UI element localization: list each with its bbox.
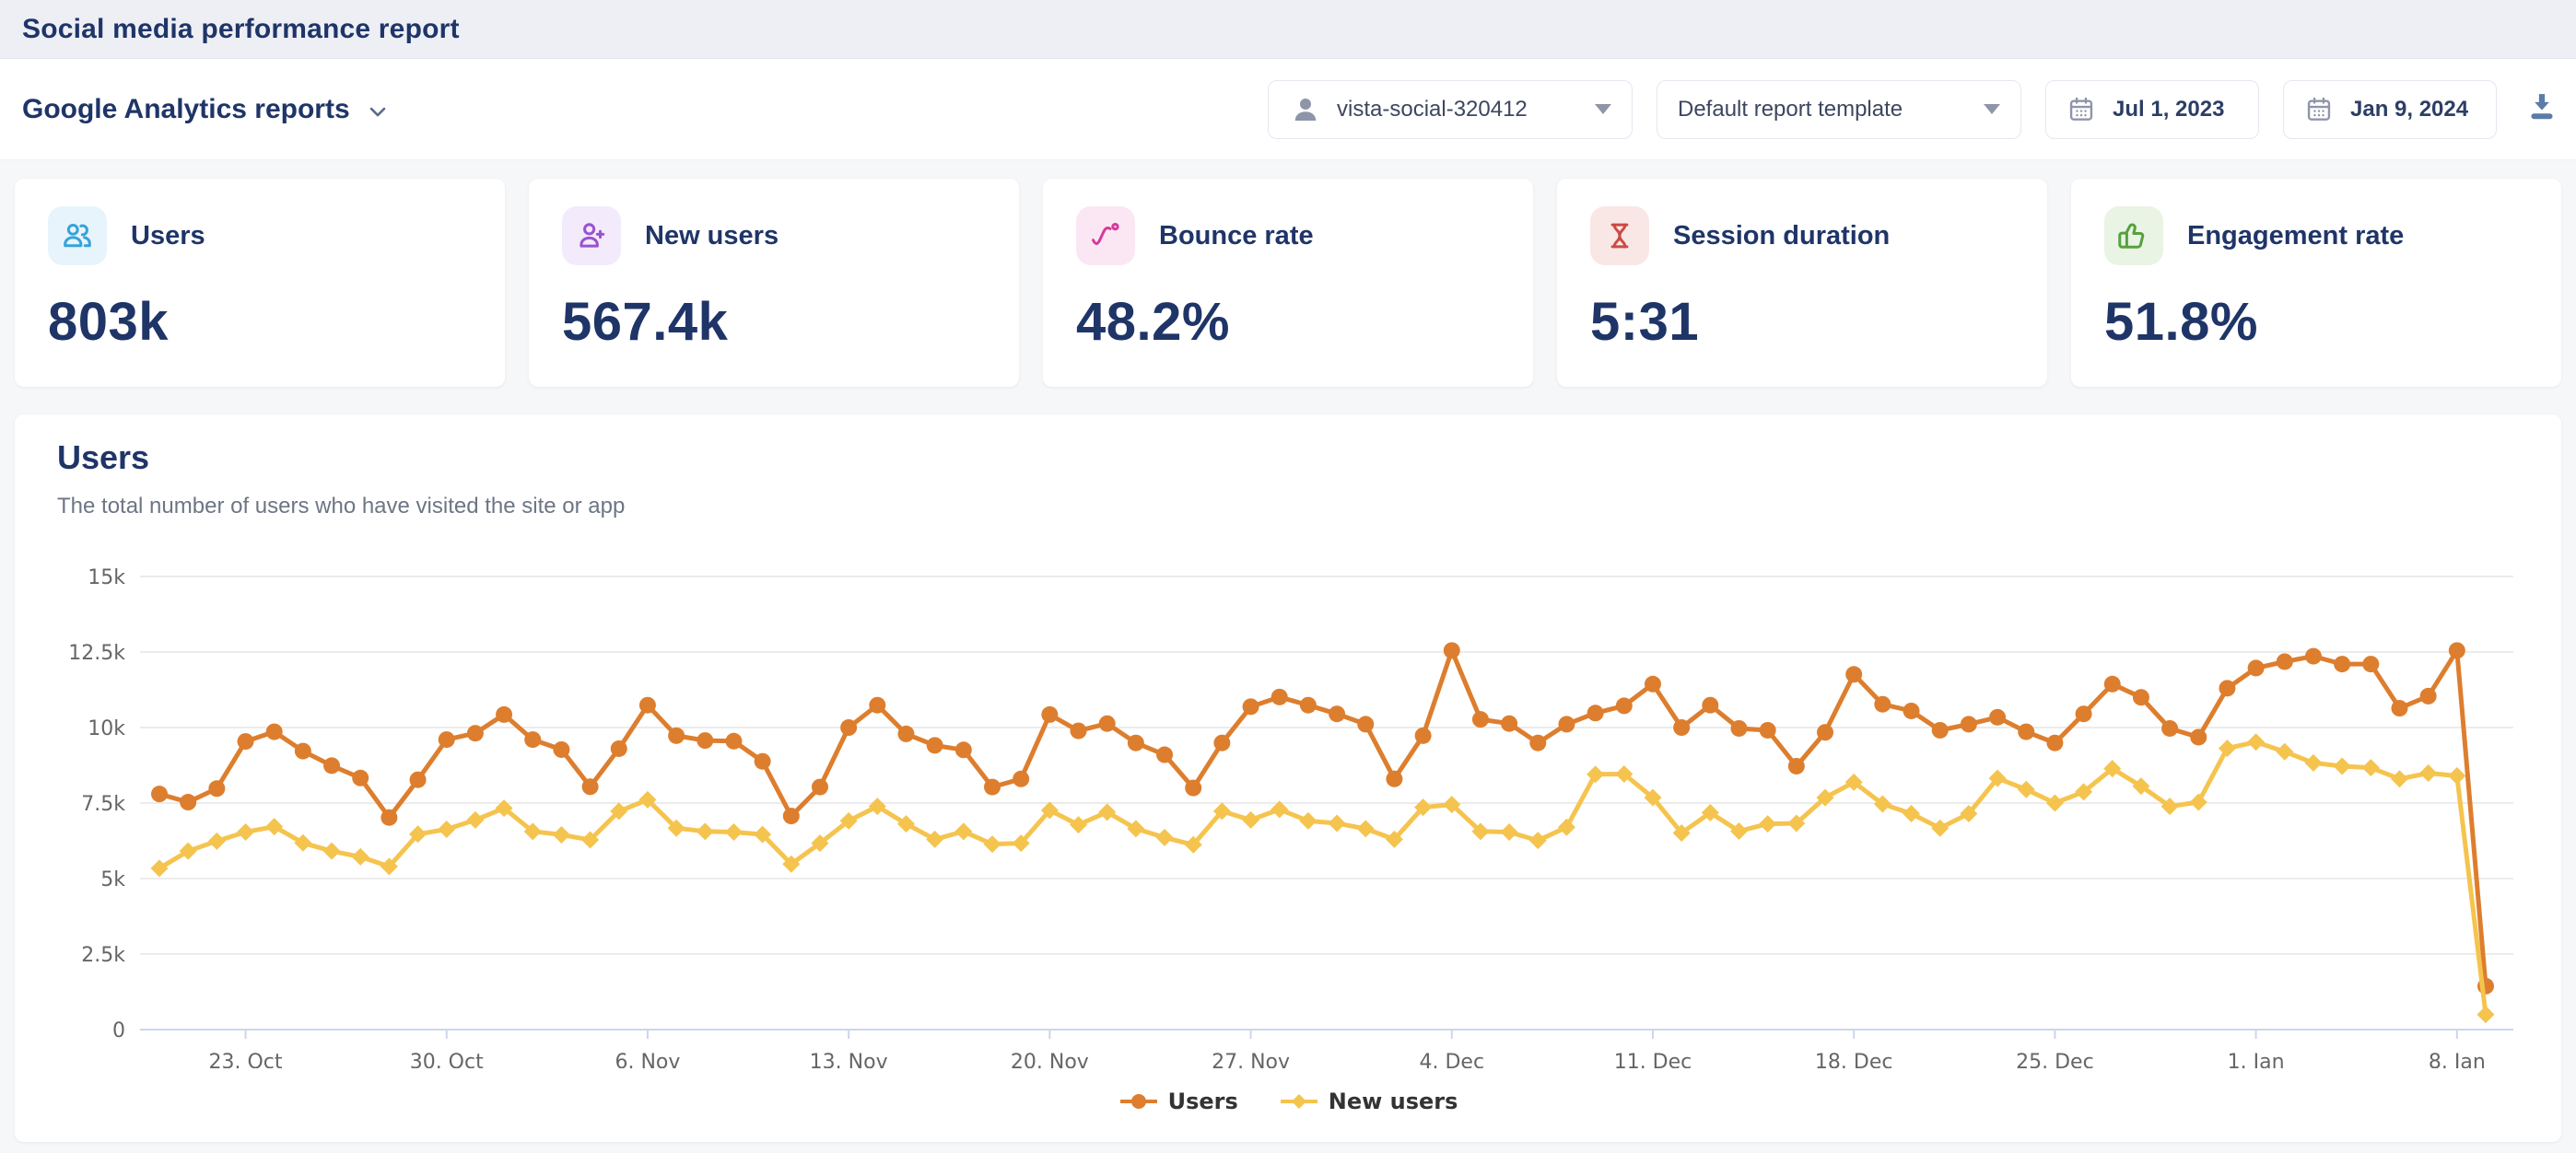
date-to-button[interactable]: Jan 9, 2024: [2283, 79, 2497, 139]
chart-subtitle: The total number of users who have visit…: [57, 494, 626, 518]
legend-marker-new-users: [1279, 1092, 1319, 1111]
metric-value: 803k: [48, 292, 170, 352]
metric-value: 567.4k: [562, 292, 729, 352]
user-plus-icon-box: [562, 206, 621, 265]
bounce-icon: [1092, 222, 1119, 245]
download-button[interactable]: [2521, 88, 2563, 131]
svg-text:27. Nov: 27. Nov: [1212, 1051, 1290, 1068]
caret-down-icon: [1595, 104, 1611, 114]
toolbar: Google Analytics reports vista-social-32…: [0, 59, 2576, 160]
thumbs-up-icon: [2118, 223, 2145, 249]
users-icon: [64, 223, 91, 248]
hourglass-icon-box: [1590, 206, 1649, 265]
download-icon: [2531, 94, 2553, 120]
thumbs-up-icon-box: [2104, 206, 2163, 265]
users-chart-plot-area[interactable]: 0 2.5k 5k 7.5k 10k 12.5k 15k 23. Oct 30. Oct 6. N…: [46, 553, 2534, 1074]
page-title: Social media performance report: [22, 13, 460, 44]
template-select-value: Default report template: [1678, 96, 1903, 122]
metric-value: 48.2%: [1076, 292, 1230, 352]
metric-card-bounce-rate: Bounce rate 48.2%: [1043, 179, 1533, 387]
svg-text:12.5k: 12.5k: [68, 642, 125, 665]
template-select[interactable]: Default report template: [1657, 79, 2021, 139]
svg-text:13. Nov: 13. Nov: [810, 1051, 888, 1068]
svg-text:15k: 15k: [88, 566, 125, 589]
svg-text:1. Jan: 1. Jan: [2228, 1051, 2285, 1068]
title-bar: Social media performance report: [0, 0, 2576, 59]
metric-value: 5:31: [1590, 292, 1700, 352]
legend-label-new-users: New users: [1328, 1089, 1458, 1114]
metric-label: Session duration: [1673, 220, 1891, 250]
users-line-chart[interactable]: 0 2.5k 5k 7.5k 10k 12.5k 15k 23. Oct 30. Oct 6. N…: [46, 553, 2534, 1074]
svg-text:5k: 5k: [100, 868, 125, 891]
chevron-down-icon: [369, 107, 385, 116]
svg-text:2.5k: 2.5k: [81, 944, 125, 967]
svg-text:10k: 10k: [88, 717, 125, 740]
person-icon: [1294, 98, 1317, 121]
svg-text:7.5k: 7.5k: [81, 793, 125, 816]
metric-card-new-users: New users 567.4k: [529, 179, 1019, 387]
metric-label: Bounce rate: [1159, 220, 1314, 250]
chart-legend: Users New users: [15, 1089, 2561, 1114]
profile-select-value: vista-social-320412: [1337, 96, 1528, 122]
svg-text:4. Dec: 4. Dec: [1419, 1051, 1484, 1068]
toolbar-controls: vista-social-320412 Default report templ…: [1268, 79, 2563, 139]
report-type-dropdown[interactable]: Google Analytics reports: [22, 94, 391, 125]
svg-text:30. Oct: 30. Oct: [410, 1051, 484, 1068]
profile-select[interactable]: vista-social-320412: [1268, 79, 1633, 139]
svg-text:23. Oct: 23. Oct: [209, 1051, 283, 1068]
svg-text:0: 0: [112, 1019, 125, 1042]
legend-item-new-users[interactable]: New users: [1279, 1089, 1458, 1114]
date-from-button[interactable]: Jul 1, 2023: [2045, 79, 2259, 139]
metric-card-session-duration: Session duration 5:31: [1557, 179, 2047, 387]
legend-label-users: Users: [1167, 1089, 1238, 1114]
metric-label: Users: [131, 220, 205, 250]
bounce-icon-box: [1076, 206, 1135, 265]
svg-text:11. Dec: 11. Dec: [1614, 1051, 1692, 1068]
metric-label: New users: [645, 220, 779, 250]
metric-value: 51.8%: [2104, 292, 2258, 352]
metric-label: Engagement rate: [2187, 220, 2405, 250]
hourglass-icon: [1610, 223, 1629, 249]
date-from-value: Jul 1, 2023: [2113, 96, 2225, 122]
legend-item-users[interactable]: Users: [1118, 1089, 1238, 1114]
report-type-label: Google Analytics reports: [22, 93, 350, 124]
svg-text:6. Nov: 6. Nov: [615, 1051, 680, 1068]
users-icon-box: [48, 206, 107, 265]
svg-text:8. Jan: 8. Jan: [2429, 1051, 2486, 1068]
svg-text:18. Dec: 18. Dec: [1815, 1051, 1893, 1068]
chart-title: Users: [57, 438, 150, 476]
metric-card-users: Users 803k: [15, 179, 505, 387]
user-plus-icon: [580, 223, 605, 248]
date-to-value: Jan 9, 2024: [2350, 96, 2469, 122]
svg-text:20. Nov: 20. Nov: [1011, 1051, 1089, 1068]
calendar-icon: [2307, 97, 2331, 121]
metric-card-engagement-rate: Engagement rate 51.8%: [2071, 179, 2561, 387]
caret-down-icon: [1984, 104, 2000, 114]
calendar-icon: [2069, 97, 2093, 121]
legend-marker-users: [1118, 1092, 1159, 1111]
report-content: Users 803k New users 567.4k: [0, 160, 2576, 1142]
metric-cards-row: Users 803k New users 567.4k: [15, 179, 2561, 387]
svg-text:25. Dec: 25. Dec: [2016, 1051, 2094, 1068]
users-chart-card: Users The total number of users who have…: [15, 414, 2561, 1142]
